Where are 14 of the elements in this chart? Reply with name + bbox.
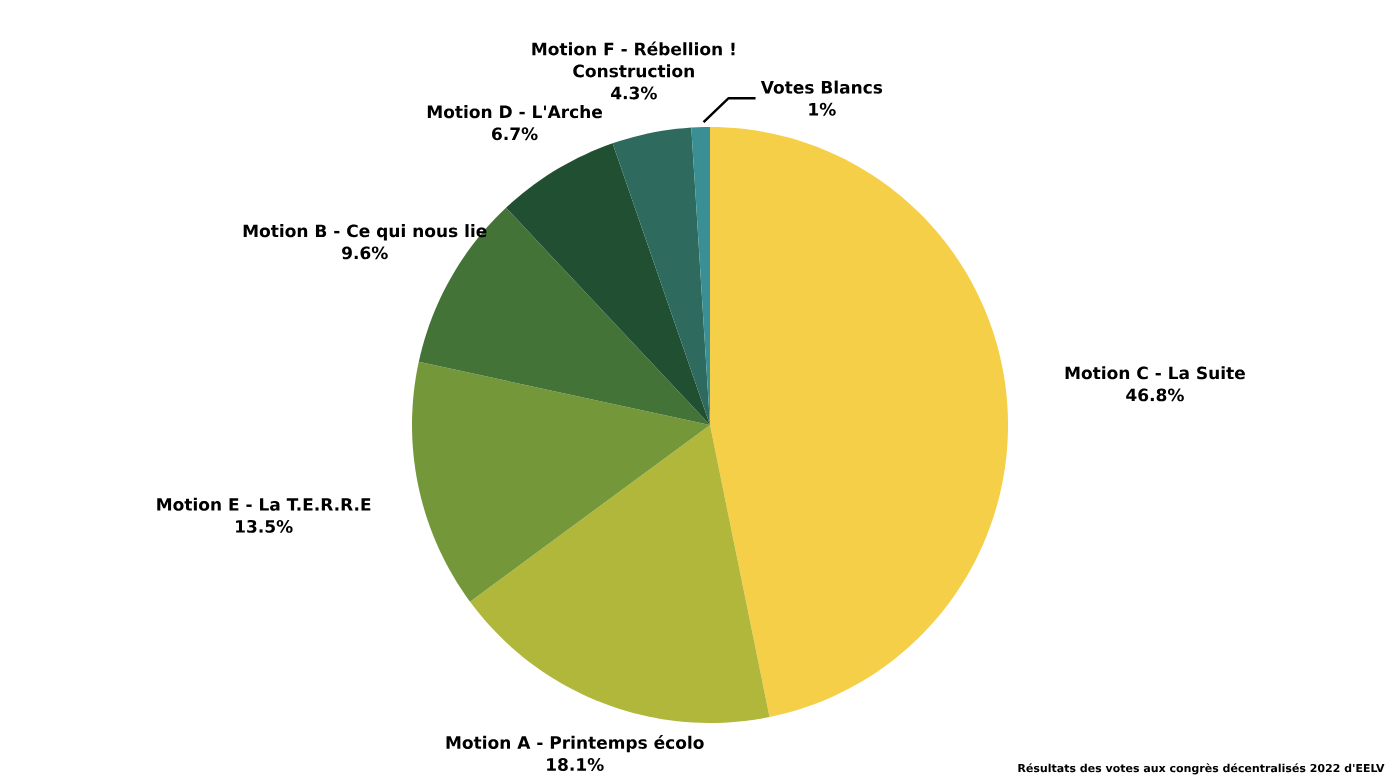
slice-label: Motion A - Printemps écolo [446,735,704,753]
data-label: 18.1% [547,758,604,771]
data-label: 4.3% [611,86,657,100]
data-label: 13.5% [236,519,293,533]
slice-label: Motion F - Rébellion ! Construction [532,41,735,78]
data-label: 1% [809,102,836,116]
slice-label: Motion C - La Suite [1065,366,1245,380]
slice-label: Motion D - L'Arche [427,105,602,119]
slice-label: Votes Blancs [760,80,883,94]
text: Résultats des votes aux congrès décentralisés 2022 d'EELV [1018,763,1385,775]
data-label: 9.6% [342,246,388,260]
data-label: 46.8% [1126,388,1184,402]
data-label: 6.7% [492,127,538,141]
slice-label: Motion E - La T.E.R.R.E [157,497,371,511]
